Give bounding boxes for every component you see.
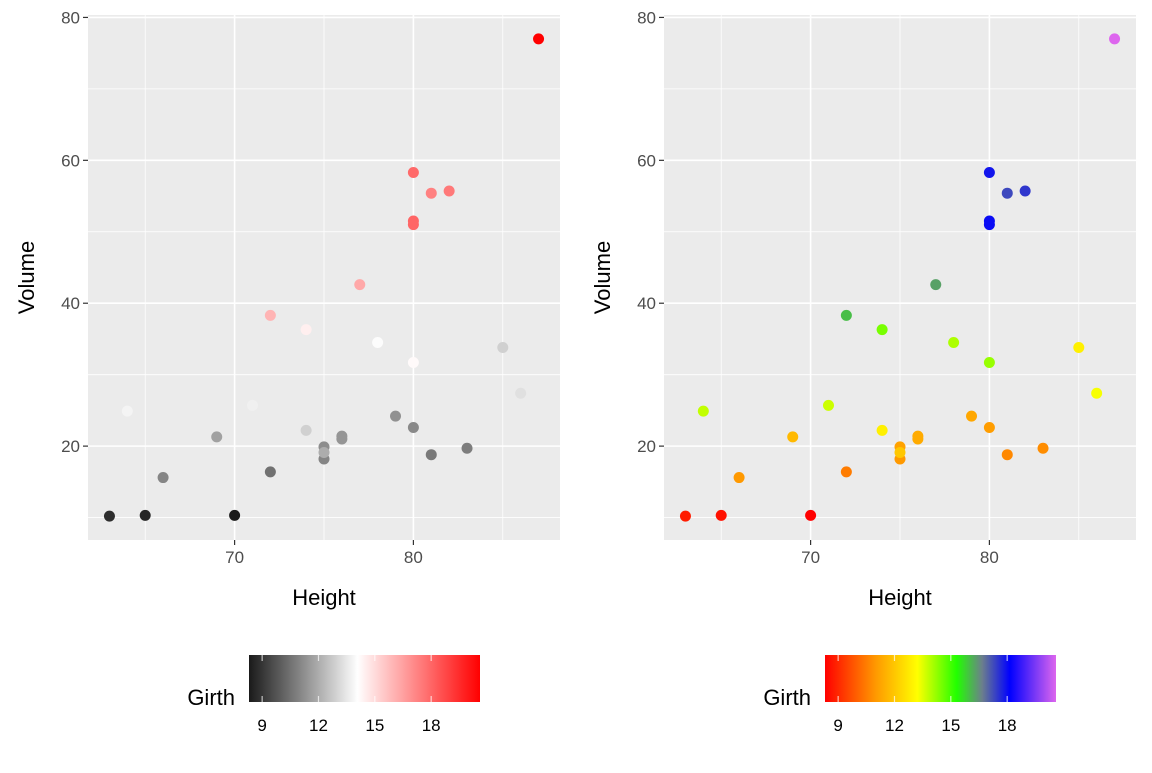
y-tick-label: 80 <box>637 8 656 27</box>
data-point <box>211 431 223 443</box>
data-point <box>300 324 312 336</box>
legend-colorbar <box>249 655 480 702</box>
data-point <box>983 422 995 434</box>
y-axis-title: Volume <box>14 241 39 314</box>
data-point <box>733 472 745 484</box>
y-axis-title: Volume <box>590 241 615 314</box>
legend-title: Girth <box>763 685 811 710</box>
x-tick-label: 80 <box>404 548 423 567</box>
data-point <box>1019 185 1031 197</box>
y-tick-label: 20 <box>61 437 80 456</box>
data-point <box>229 509 241 521</box>
data-point <box>354 279 366 291</box>
data-point <box>461 442 473 454</box>
plot-panel-1: 70 80 20 40 60 80 Height Volume Girth 9 12 15 18 <box>14 8 560 735</box>
y-tick-label: 60 <box>637 151 656 170</box>
data-point <box>876 424 888 436</box>
data-point <box>318 447 330 459</box>
data-point <box>948 337 960 349</box>
data-point <box>697 405 709 417</box>
data-point <box>407 219 419 231</box>
y-tick-label: 20 <box>637 437 656 456</box>
data-point <box>157 472 169 484</box>
x-tick-label: 70 <box>225 548 244 567</box>
data-point <box>930 279 942 291</box>
legend-tick-label: 9 <box>257 716 266 735</box>
y-tick-label: 40 <box>61 294 80 313</box>
legend-tick-label: 15 <box>941 716 960 735</box>
data-point <box>390 410 402 422</box>
x-tick-label: 70 <box>801 548 820 567</box>
legend-colorbar <box>825 655 1056 702</box>
plot-panel-2: 70 80 20 40 60 80 Height Volume Girth 9 12 15 18 <box>590 8 1136 735</box>
legend-tick-label: 12 <box>309 716 328 735</box>
legend-title: Girth <box>187 685 235 710</box>
data-point <box>300 424 312 436</box>
data-point <box>715 509 727 521</box>
data-point <box>822 399 834 411</box>
color-legend: Girth 9 12 15 18 <box>187 655 480 735</box>
data-point <box>103 510 115 522</box>
data-point <box>372 337 384 349</box>
x-tick-label: 80 <box>980 548 999 567</box>
data-point <box>966 410 978 422</box>
data-point <box>1001 449 1013 461</box>
data-point <box>805 509 817 521</box>
data-point <box>983 357 995 369</box>
data-point <box>407 357 419 369</box>
legend-tick-label: 15 <box>365 716 384 735</box>
data-point <box>840 309 852 321</box>
data-point <box>425 187 437 199</box>
data-point <box>515 387 527 399</box>
data-point <box>1037 442 1049 454</box>
legend-tick-label: 18 <box>422 716 441 735</box>
data-point <box>407 166 419 178</box>
y-tick-label: 80 <box>61 8 80 27</box>
data-point <box>425 449 437 461</box>
data-point <box>983 219 995 231</box>
data-point <box>1073 342 1085 354</box>
data-point <box>264 466 276 478</box>
data-point <box>1001 187 1013 199</box>
x-axis-title: Height <box>292 585 356 610</box>
data-point <box>443 185 455 197</box>
data-point <box>246 399 258 411</box>
data-point <box>139 509 151 521</box>
legend-tick-label: 18 <box>998 716 1017 735</box>
legend-tick-label: 9 <box>833 716 842 735</box>
data-point <box>840 466 852 478</box>
y-tick-label: 60 <box>61 151 80 170</box>
x-axis-title: Height <box>868 585 932 610</box>
data-point <box>121 405 133 417</box>
legend-tick-label: 12 <box>885 716 904 735</box>
data-point <box>1091 387 1103 399</box>
color-legend: Girth 9 12 15 18 <box>763 655 1056 735</box>
data-point <box>787 431 799 443</box>
y-tick-label: 40 <box>637 294 656 313</box>
data-point <box>497 342 509 354</box>
data-point <box>336 430 348 442</box>
data-point <box>533 33 545 45</box>
data-point <box>983 166 995 178</box>
data-point <box>1109 33 1121 45</box>
data-point <box>679 510 691 522</box>
data-point <box>264 309 276 321</box>
data-point <box>876 324 888 336</box>
data-point <box>912 430 924 442</box>
data-point <box>407 422 419 434</box>
data-point <box>894 447 906 459</box>
